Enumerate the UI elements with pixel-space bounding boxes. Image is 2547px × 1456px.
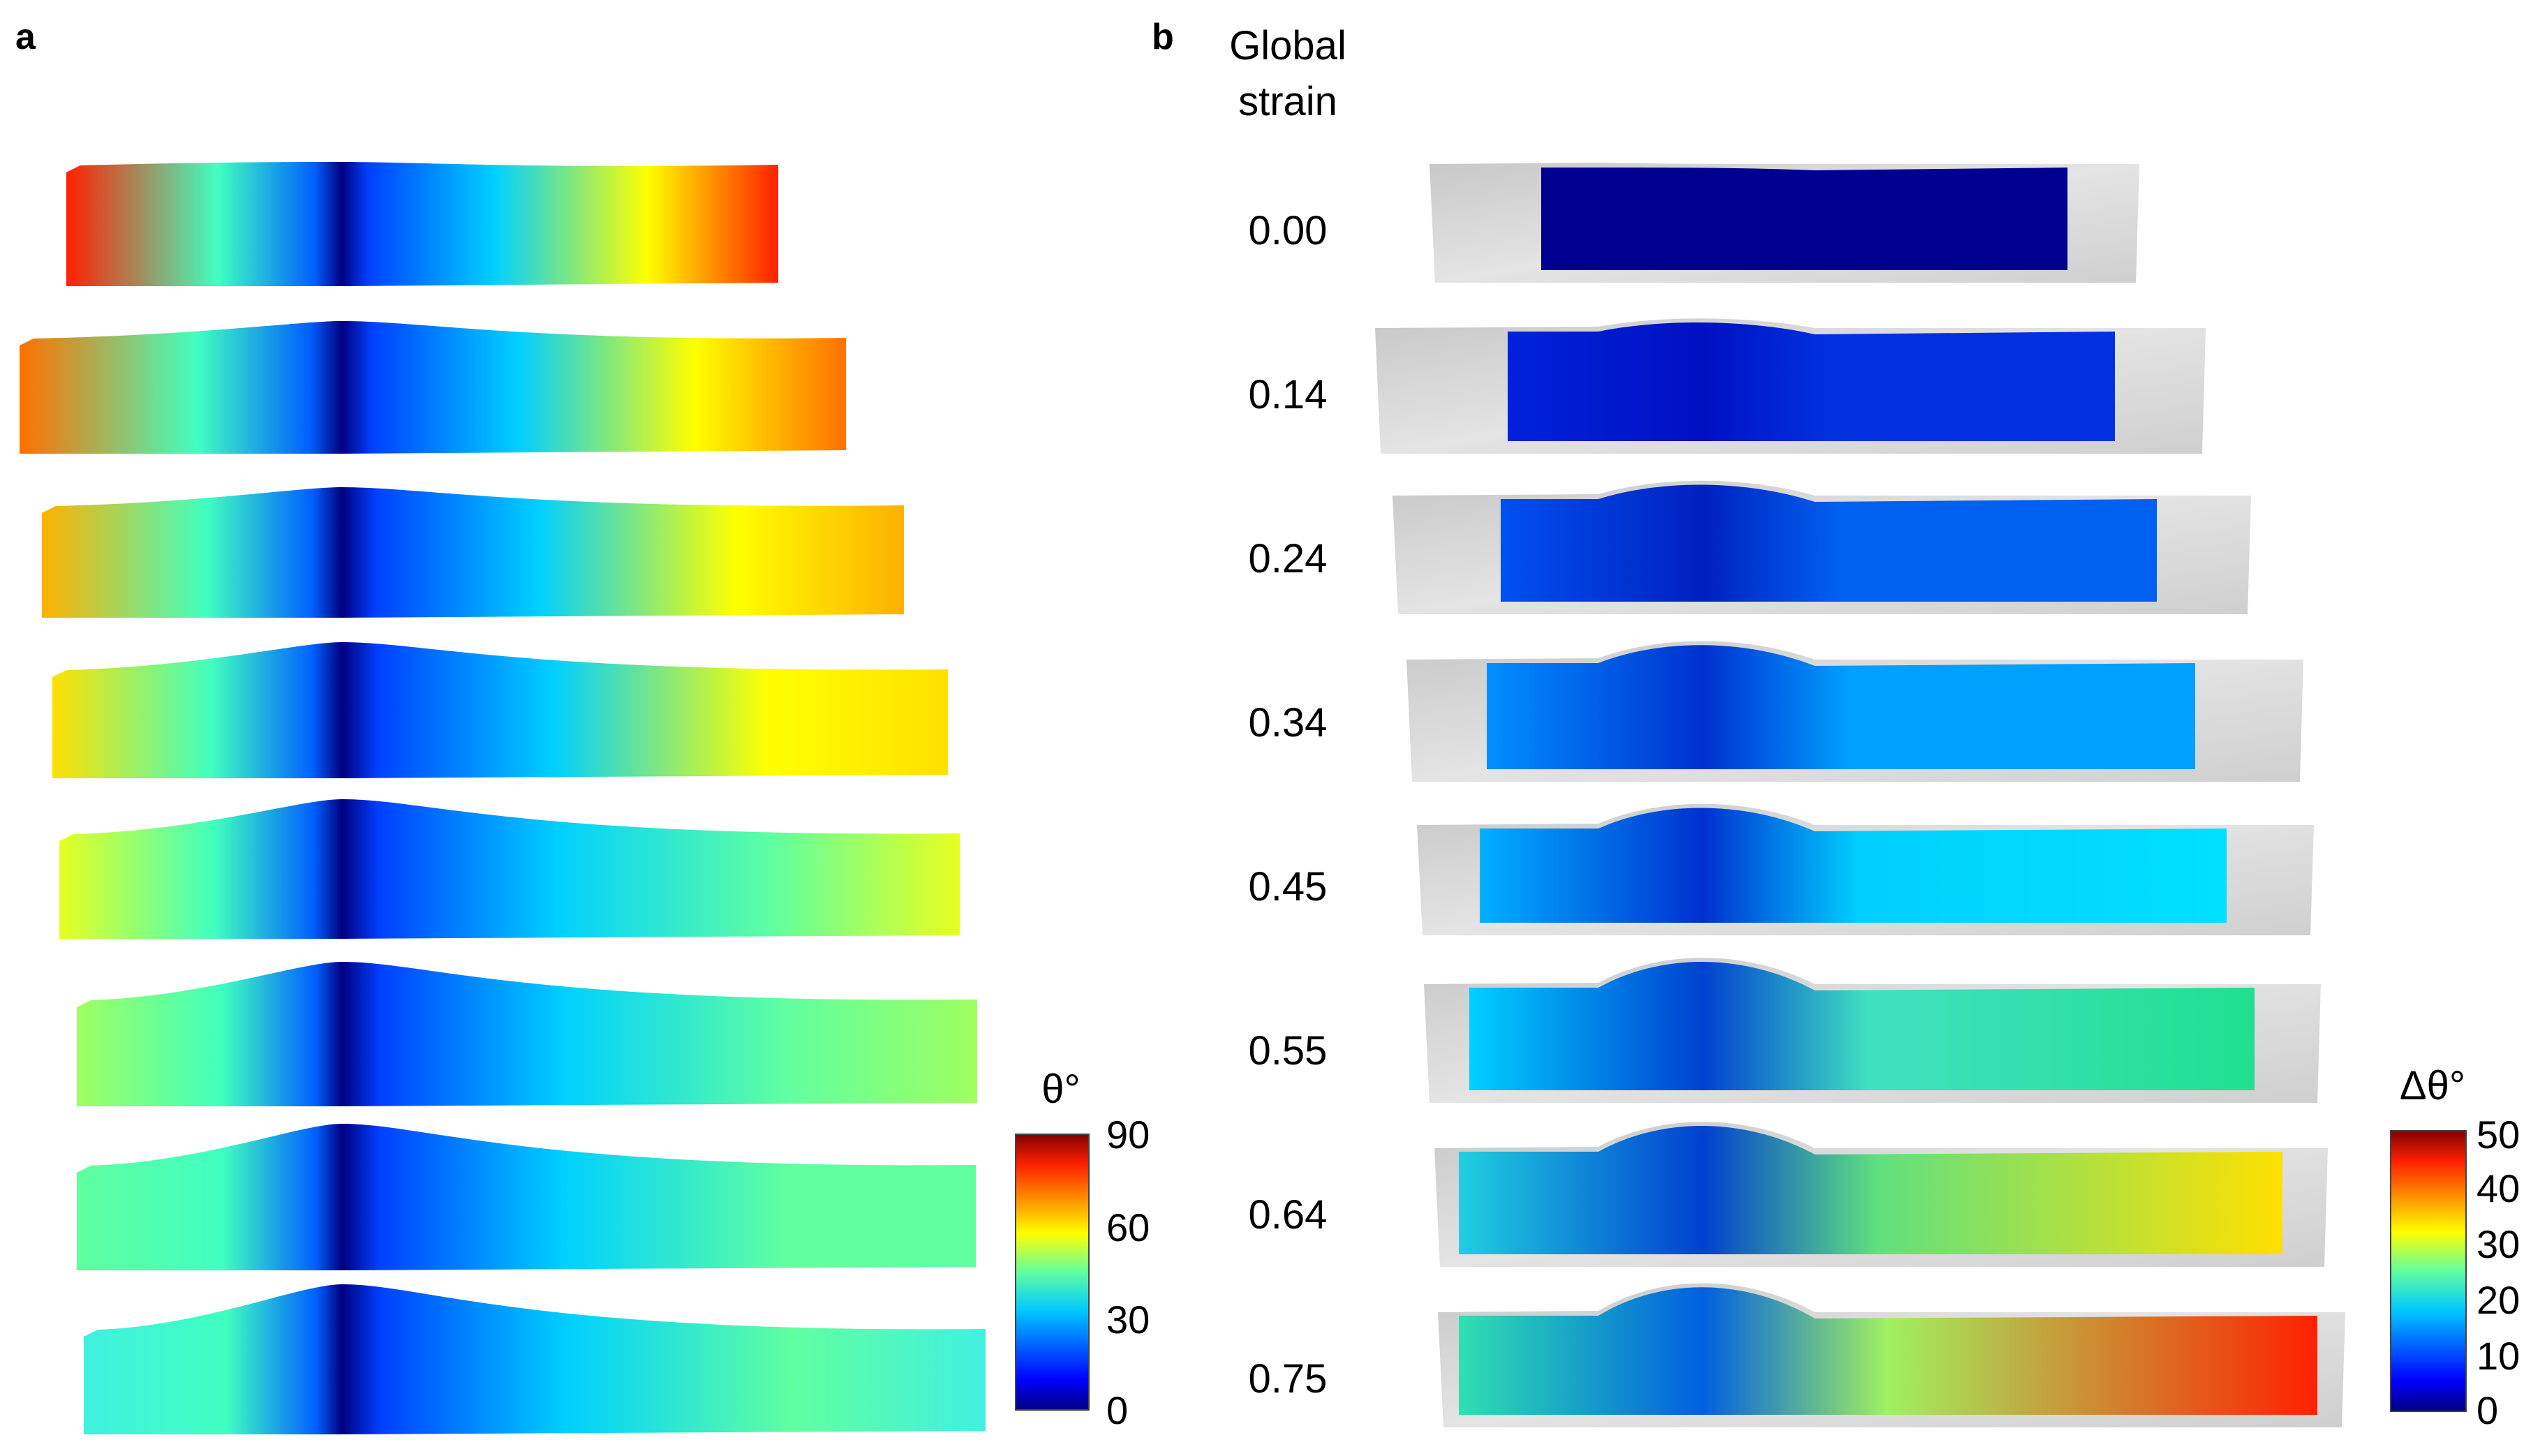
colorbar-theta-tick: 30	[1106, 1298, 1150, 1342]
strain-label: 0.14	[1249, 372, 1328, 417]
colorbar-theta-title: θ°	[1041, 1067, 1080, 1112]
delta-theta-map	[1459, 1125, 2282, 1254]
strain-label: 0.00	[1249, 208, 1328, 253]
strain-label: 0.75	[1249, 1356, 1328, 1402]
colorbar-delta-theta-tick: 40	[2477, 1166, 2520, 1210]
delta-theta-map	[1459, 1287, 2317, 1415]
colorbar-delta-theta-gradient	[2390, 1130, 2467, 1412]
delta-theta-map	[1487, 645, 2195, 769]
theta-map-strip	[52, 642, 948, 778]
theta-map-strip	[84, 1284, 986, 1434]
panel-b-delta-theta-maps	[1375, 163, 2345, 1427]
colorbar-delta-theta-title: Δθ°	[2400, 1063, 2465, 1108]
global-strain-header-line2: strain	[1238, 79, 1337, 124]
panel-b-label: b	[1152, 17, 1174, 57]
strain-label: 0.45	[1249, 864, 1328, 909]
theta-map-strip	[42, 487, 904, 618]
strain-label: 0.55	[1249, 1028, 1328, 1074]
panel-a-label: a	[15, 17, 36, 57]
colorbar-delta-theta-tick: 0	[2477, 1388, 2498, 1432]
colorbar-delta-theta-tick: 30	[2477, 1222, 2520, 1266]
delta-theta-map	[1508, 322, 2115, 441]
strain-level-labels: 0.00 0.14 0.24 0.34 0.45 0.55 0.64 0.75	[1249, 208, 1328, 1402]
panel-a-theta-maps	[20, 162, 986, 1434]
colorbar-delta-theta-tick: 50	[2477, 1113, 2520, 1157]
colorbar-theta: θ° 90 60 30 0	[1015, 1067, 1150, 1432]
colorbar-theta-tick: 60	[1106, 1205, 1150, 1249]
delta-theta-map	[1469, 961, 2255, 1090]
colorbar-delta-theta-tick: 10	[2477, 1334, 2520, 1378]
theta-map-strip	[77, 962, 977, 1106]
colorbar-delta-theta-tick: 20	[2477, 1278, 2520, 1322]
global-strain-header-line1: Global	[1229, 23, 1346, 68]
colorbar-delta-theta: Δθ° 50 40 30 20 10 0	[2390, 1063, 2520, 1432]
strain-label: 0.64	[1249, 1192, 1328, 1238]
theta-map-strip	[77, 1124, 976, 1270]
theta-map-strip	[66, 162, 778, 286]
colorbar-theta-tick: 90	[1106, 1113, 1150, 1157]
strain-label: 0.24	[1249, 536, 1328, 581]
delta-theta-map	[1480, 808, 2227, 923]
theta-map-strip	[20, 321, 846, 454]
colorbar-theta-gradient	[1015, 1134, 1090, 1411]
strain-label: 0.34	[1249, 700, 1328, 745]
delta-theta-map	[1541, 168, 2067, 270]
theta-map-strip	[59, 799, 960, 939]
delta-theta-map	[1501, 484, 2157, 602]
colorbar-theta-tick: 0	[1106, 1388, 1128, 1432]
